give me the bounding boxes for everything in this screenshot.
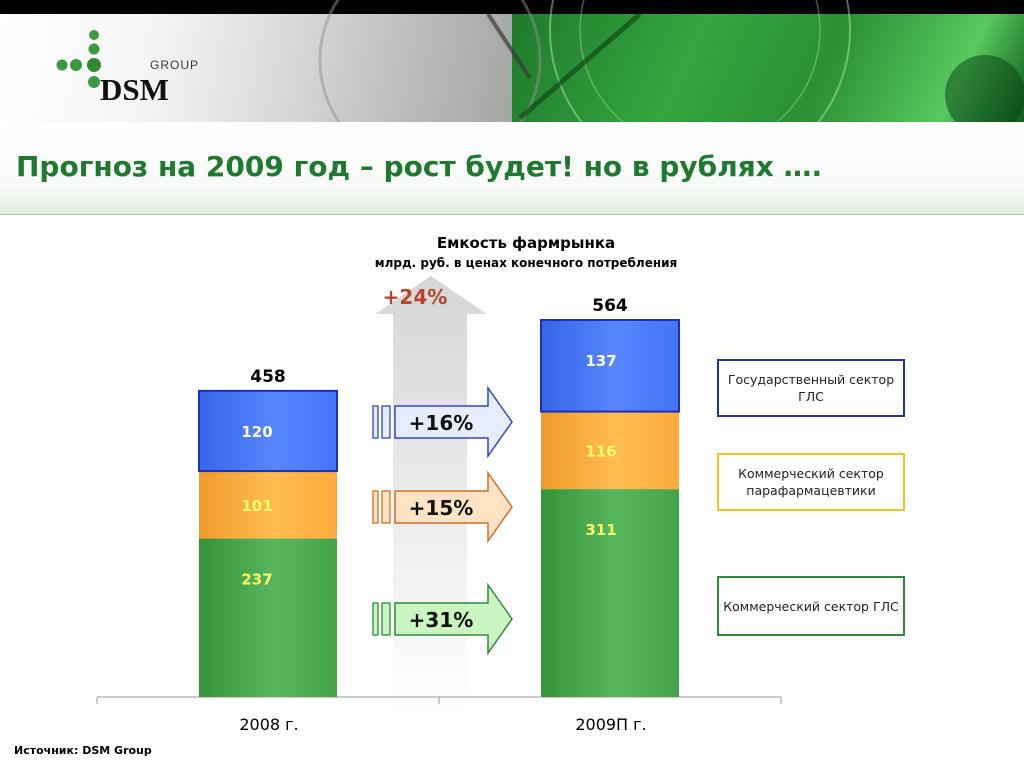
segment-value-label: 237 <box>241 571 272 589</box>
chart-title: Емкость фармрынка <box>436 234 616 252</box>
x-tick-label: 2008 г. <box>239 715 298 734</box>
logo-dsm-text: DSM <box>100 72 169 100</box>
growth-arrow-shape <box>394 470 513 544</box>
chart-subtitle: млрд. руб. в ценах конечного потребления <box>374 256 678 270</box>
growth-arrow-label: +16% <box>409 411 474 435</box>
legend-label-parapharma: Коммерческий сектор парафармацевтики <box>738 466 884 498</box>
logo-group-text: GROUP <box>150 58 199 72</box>
legend-commercial-gls: Коммерческий сектор ГЛС <box>717 576 905 636</box>
growth-arrow-bar <box>372 405 379 439</box>
bar-total-label: 564 <box>592 296 628 316</box>
source-note: Источник: DSM Group <box>14 744 152 757</box>
segment-value-label: 137 <box>585 352 616 370</box>
legend-label-commercial-gls: Коммерческий сектор ГЛС <box>723 598 899 614</box>
legend-label-state-gls: Государственный сектор ГЛС <box>727 372 895 404</box>
header-green-image <box>512 14 1024 122</box>
bar-segment <box>541 411 679 490</box>
page-title: Прогноз на 2009 год – рост будет! но в р… <box>16 150 823 183</box>
header-decoration <box>318 0 1024 122</box>
header-top-band <box>0 0 1024 14</box>
header-banner: GROUP DSM <box>0 0 1024 122</box>
total-growth-label: +24% <box>383 285 448 309</box>
growth-arrows: +16% +15% +31% <box>372 385 513 656</box>
growth-arrow: +15% <box>372 470 513 544</box>
legend-commercial-parapharma: Коммерческий сектор парафармацевтики <box>717 453 905 511</box>
growth-arrow-bar <box>372 490 379 524</box>
growth-arrow-shape <box>394 385 513 459</box>
bar-segment <box>198 389 338 473</box>
bar-total-label: 458 <box>250 367 286 387</box>
legend-state-sector-gls: Государственный сектор ГЛС <box>717 359 905 417</box>
bar-segment <box>541 489 679 697</box>
growth-arrow: +31% <box>372 582 513 656</box>
segment-value-label: 120 <box>241 423 272 441</box>
growth-arrow-bar <box>381 405 391 439</box>
bar-segment <box>199 538 337 697</box>
growth-arrow-label: +31% <box>409 608 474 632</box>
dsm-logo: GROUP DSM <box>56 30 199 100</box>
segment-value-label: 311 <box>585 521 616 539</box>
x-axis: 2008 г. 2009П г. <box>96 696 782 734</box>
growth-arrow: +16% <box>372 385 513 459</box>
segment-value-label: 101 <box>241 497 272 515</box>
x-tick-label: 2009П г. <box>575 715 646 734</box>
dsm-logo-cross <box>56 30 101 88</box>
growth-arrow-bar <box>381 490 391 524</box>
growth-arrow-label: +15% <box>409 496 474 520</box>
growth-arrow-bar <box>372 602 379 636</box>
growth-arrow-bar <box>381 602 391 636</box>
bar-layer: 237 101 120 458 311 116 137 564 <box>198 296 680 697</box>
header-clock-image <box>0 14 512 122</box>
title-bar <box>0 122 1024 215</box>
bar-segment <box>540 319 680 413</box>
growth-arrow-shape <box>394 582 513 656</box>
bar-segment <box>199 471 337 539</box>
segment-value-label: 116 <box>585 442 616 460</box>
